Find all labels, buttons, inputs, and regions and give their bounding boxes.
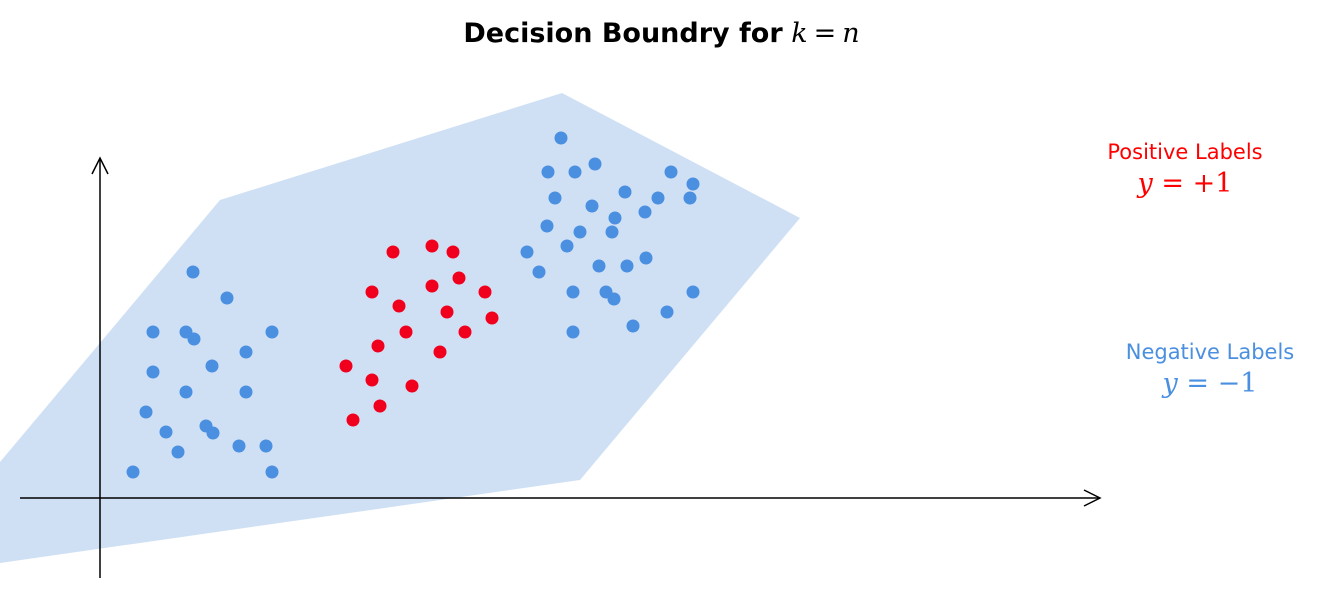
- legend-positive-op: =: [1161, 168, 1185, 199]
- negative-point-38: [520, 245, 534, 259]
- negative-point-25: [664, 165, 678, 179]
- negative-point-32: [608, 211, 622, 225]
- legend-negative-label: Negative Labels: [1125, 340, 1295, 364]
- negative-point-41: [639, 251, 653, 265]
- negative-point-47: [660, 305, 674, 319]
- positive-point-5: [425, 279, 439, 293]
- legend-negative-value: −1: [1217, 368, 1258, 399]
- negative-point-42: [532, 265, 546, 279]
- negative-point-33: [638, 205, 652, 219]
- legend-positive-var: y: [1137, 168, 1153, 199]
- negative-point-26: [686, 177, 700, 191]
- negative-point-19: [126, 465, 140, 479]
- negative-point-30: [683, 191, 697, 205]
- positive-point-12: [458, 325, 472, 339]
- negative-point-45: [607, 292, 621, 306]
- chart-title-text: Decision Boundry for: [463, 18, 783, 49]
- negative-point-15: [159, 425, 173, 439]
- legend-positive: Positive Labels y = +1: [1095, 140, 1275, 199]
- legend-negative-var: y: [1162, 368, 1178, 399]
- negative-point-27: [548, 191, 562, 205]
- negative-point-9: [146, 365, 160, 379]
- positive-point-13: [371, 339, 385, 353]
- positive-point-2: [425, 239, 439, 253]
- negative-point-7: [239, 345, 253, 359]
- negative-point-36: [605, 225, 619, 239]
- negative-point-6: [265, 325, 279, 339]
- decision-region: [0, 93, 800, 563]
- positive-point-15: [339, 359, 353, 373]
- legend-positive-equation: y = +1: [1095, 168, 1275, 199]
- negative-point-12: [139, 405, 153, 419]
- negative-point-39: [592, 259, 606, 273]
- negative-point-40: [620, 259, 634, 273]
- positive-point-10: [485, 311, 499, 325]
- negative-point-31: [585, 199, 599, 213]
- positive-point-8: [392, 299, 406, 313]
- positive-point-9: [440, 305, 454, 319]
- negative-point-37: [560, 239, 574, 253]
- negative-point-3: [146, 325, 160, 339]
- legend-negative-equation: y = −1: [1110, 368, 1310, 399]
- negative-point-5: [187, 332, 201, 346]
- negative-point-23: [568, 165, 582, 179]
- negative-point-21: [554, 131, 568, 145]
- negative-point-49: [626, 319, 640, 333]
- negative-point-24: [588, 157, 602, 171]
- negative-point-11: [239, 385, 253, 399]
- positive-point-11: [399, 325, 413, 339]
- title-lhs: k: [791, 18, 808, 49]
- title-op: =: [813, 18, 837, 49]
- positive-point-3: [446, 245, 460, 259]
- legend-negative: Negative Labels y = −1: [1110, 340, 1310, 399]
- legend-positive-value: +1: [1192, 168, 1233, 199]
- negative-point-17: [259, 439, 273, 453]
- negative-point-34: [540, 219, 554, 233]
- negative-point-29: [651, 191, 665, 205]
- positive-point-16: [365, 373, 379, 387]
- negative-point-18: [171, 445, 185, 459]
- negative-point-2: [220, 291, 234, 305]
- positive-point-6: [365, 285, 379, 299]
- positive-point-17: [405, 379, 419, 393]
- negative-point-43: [566, 285, 580, 299]
- negative-point-14: [206, 426, 220, 440]
- positive-point-7: [478, 285, 492, 299]
- legend-positive-label: Positive Labels: [1107, 140, 1263, 164]
- positive-point-14: [433, 345, 447, 359]
- negative-point-10: [179, 385, 193, 399]
- negative-point-20: [265, 465, 279, 479]
- negative-point-8: [205, 359, 219, 373]
- legend-negative-op: =: [1186, 368, 1210, 399]
- positive-point-18: [373, 399, 387, 413]
- chart-title: Decision Boundry for k = n: [0, 18, 1323, 49]
- positive-point-4: [452, 271, 466, 285]
- positive-point-1: [386, 245, 400, 259]
- negative-point-1: [186, 265, 200, 279]
- negative-point-22: [541, 165, 555, 179]
- positive-point-19: [346, 413, 360, 427]
- negative-point-48: [566, 325, 580, 339]
- negative-point-35: [573, 225, 587, 239]
- negative-point-16: [232, 439, 246, 453]
- data-points: [126, 131, 700, 479]
- title-rhs: n: [842, 18, 860, 49]
- negative-point-46: [686, 285, 700, 299]
- negative-point-28: [618, 185, 632, 199]
